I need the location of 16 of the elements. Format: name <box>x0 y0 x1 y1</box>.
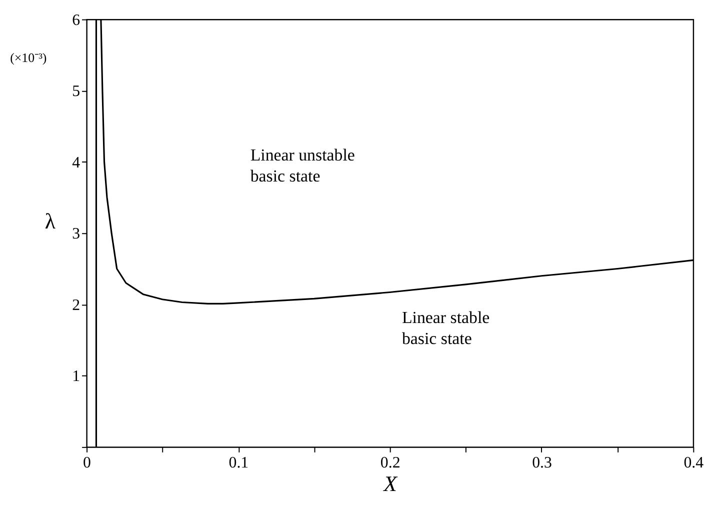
x-tick-label: 0 <box>83 454 92 472</box>
x-tick-label: 0.4 <box>684 454 704 472</box>
x-axis-title: X <box>382 472 399 496</box>
y-axis-title: λ <box>44 210 56 234</box>
annotation: Linear unstable basic state <box>250 146 355 186</box>
x-tick-label: 0.1 <box>228 454 249 472</box>
y-tick-label: 3 <box>72 226 80 243</box>
y-tick-label: 6 <box>72 12 80 29</box>
x-tick-label: 0.3 <box>532 454 552 472</box>
text: (×10⁻³) <box>10 50 47 66</box>
y-tick-label: 4 <box>72 154 80 172</box>
x-tick-label: 0.2 <box>380 454 400 472</box>
y-tick-label: 2 <box>72 296 80 314</box>
y-tick-label: 1 <box>72 368 80 386</box>
annotation: Linear stable basic state <box>402 308 490 348</box>
y-tick-label: 5 <box>72 83 80 100</box>
